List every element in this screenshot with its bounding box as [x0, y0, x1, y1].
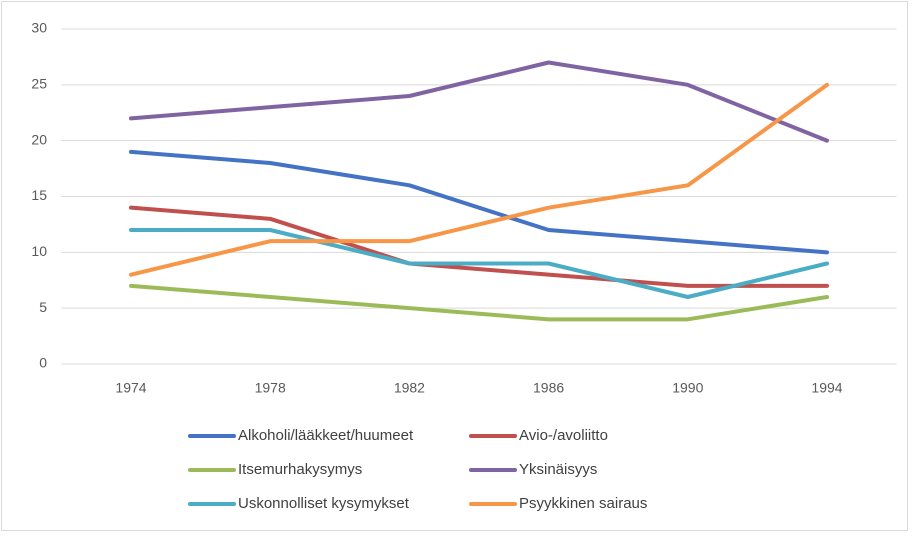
y-tick-label: 25: [31, 76, 47, 92]
x-tick-label: 1990: [672, 380, 703, 396]
y-tick-label: 30: [31, 20, 47, 36]
legend-label: Itsemurhakysymys: [238, 461, 362, 478]
x-tick-label: 1986: [533, 380, 564, 396]
legend-label: Avio-/avoliitto: [519, 427, 608, 444]
y-tick-label: 15: [31, 187, 47, 203]
x-tick-label: 1982: [394, 380, 425, 396]
y-tick-label: 20: [31, 131, 47, 147]
legend-label: Uskonnolliset kysymykset: [238, 495, 410, 512]
y-tick-label: 5: [39, 299, 47, 315]
series-line: [129, 205, 829, 288]
series-line: [129, 149, 829, 255]
y-tick-label: 0: [39, 355, 47, 371]
series-line: [129, 228, 829, 299]
legend: Alkoholi/lääkkeet/huumeet Avio-/avoliitto…: [188, 427, 647, 512]
x-tick-label: 1978: [255, 380, 286, 396]
series-line: [129, 60, 829, 143]
x-tick-label: 1974: [115, 380, 146, 396]
y-tick-label: 10: [31, 243, 47, 259]
legend-label: Psyykkinen sairaus: [519, 495, 647, 512]
x-tick-label: 1994: [811, 380, 842, 396]
series-line: [129, 82, 829, 277]
legend-label: Alkoholi/lääkkeet/huumeet: [238, 427, 414, 444]
legend-label: Yksinäisyys: [519, 461, 597, 478]
series-line: [129, 283, 829, 322]
